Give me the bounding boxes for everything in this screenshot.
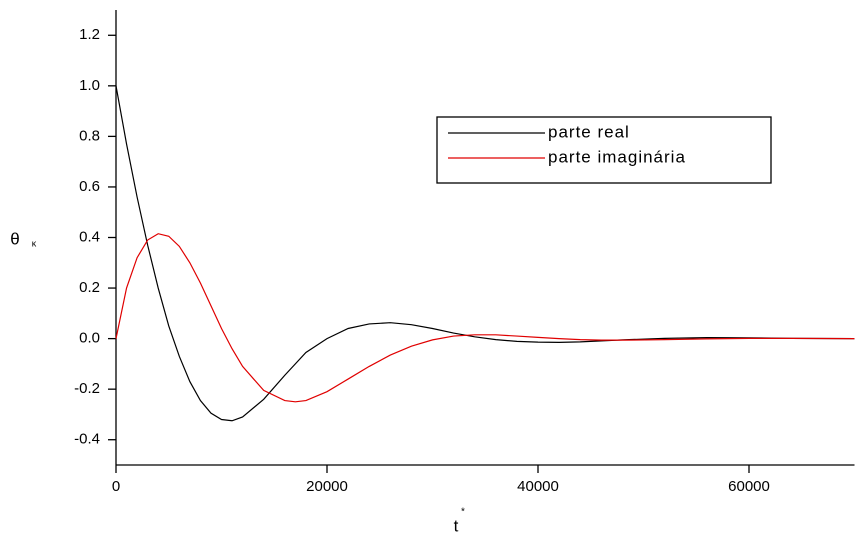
x-axis-label: t: [454, 516, 459, 535]
y-tick-label: -0.4: [74, 431, 100, 448]
y-tick-label: -0.2: [74, 380, 100, 397]
x-tick-label: 20000: [306, 478, 348, 495]
y-tick-label: 0.0: [79, 330, 100, 347]
x-tick-label: 60000: [728, 478, 770, 495]
legend-box: [436, 116, 772, 184]
x-tick-label: 40000: [517, 478, 559, 495]
y-tick-label: 1.0: [79, 77, 100, 94]
legend-label: parte real: [548, 122, 630, 141]
x-axis-label-sup: *: [461, 507, 465, 518]
y-tick-label: 0.6: [79, 178, 100, 195]
y-axis-label: θ: [10, 229, 19, 248]
y-tick-label: 0.2: [79, 279, 100, 296]
line-series: [115, 233, 855, 403]
y-tick-label: 0.8: [79, 127, 100, 144]
legend-label: parte imaginária: [548, 147, 686, 166]
y-tick-label: 0.4: [79, 228, 100, 245]
y-axis-label-sub: κ: [32, 238, 37, 248]
y-tick-label: 1.2: [79, 26, 100, 43]
x-tick-label: 0: [112, 478, 120, 495]
line-series: [115, 85, 855, 422]
